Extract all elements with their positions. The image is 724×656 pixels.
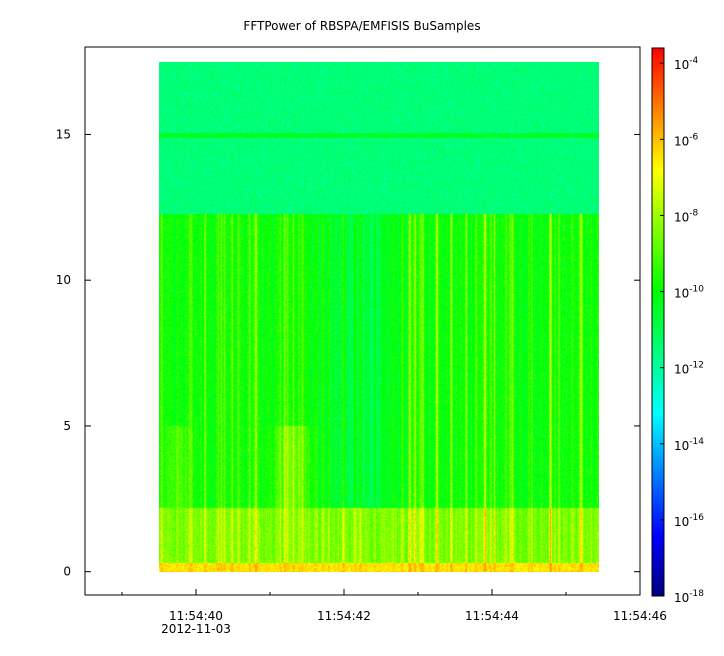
colorbar-tick-label: 10-14: [674, 437, 704, 453]
colorbar-tick-label: 10-10: [674, 285, 704, 301]
y-tick-label: 10: [56, 273, 71, 287]
x-tick-label: 11:54:40: [169, 609, 223, 623]
colorbar-tick-label: 10-16: [674, 513, 704, 529]
colorbar-tick-label: 10-12: [674, 361, 704, 377]
colorbar-tick-label: 10-8: [674, 208, 699, 224]
colorbar-frame: [651, 47, 665, 597]
y-tick-label: 15: [56, 127, 71, 141]
colorbar-gradient: [652, 48, 664, 596]
colorbar-tick-base: 10: [674, 134, 689, 148]
colorbar-tick-base: 10: [674, 363, 689, 377]
colorbar-tick-base: 10: [674, 515, 689, 529]
colorbar-tick-exponent: -18: [689, 589, 704, 599]
colorbar-tick-base: 10: [674, 58, 689, 72]
x-tick-label: 11:54:42: [317, 609, 371, 623]
colorbar-tick-label: 10-18: [674, 589, 704, 605]
colorbar-tick-exponent: -14: [689, 437, 704, 447]
y-tick-label: 5: [63, 419, 71, 433]
colorbar-tick-label: 10-6: [674, 132, 699, 148]
colorbar-tick-exponent: -12: [689, 361, 704, 371]
chart-title: FFTPower of RBSPA/EMFISIS BuSamples: [243, 19, 480, 33]
x-date-label: 2012-11-03: [161, 622, 231, 636]
spectrogram-image: [159, 62, 599, 572]
y-tick-label: 0: [63, 565, 71, 579]
colorbar-tick-exponent: -6: [689, 132, 698, 142]
colorbar-tick-exponent: -10: [689, 285, 704, 295]
colorbar-tick-exponent: -4: [689, 56, 698, 66]
y-axis: 0 5 10 15: [56, 127, 640, 579]
colorbar-tick-base: 10: [674, 591, 689, 605]
x-tick-label: 11:54:46: [613, 609, 667, 623]
colorbar-tick-exponent: -16: [689, 513, 704, 523]
colorbar-tick-base: 10: [674, 210, 689, 224]
colorbar-tick-label: 10-4: [674, 56, 699, 72]
colorbar-tick-base: 10: [674, 439, 689, 453]
colorbar-tick-exponent: -8: [689, 208, 698, 218]
x-tick-label: 11:54:44: [465, 609, 519, 623]
colorbar-tick-base: 10: [674, 287, 689, 301]
